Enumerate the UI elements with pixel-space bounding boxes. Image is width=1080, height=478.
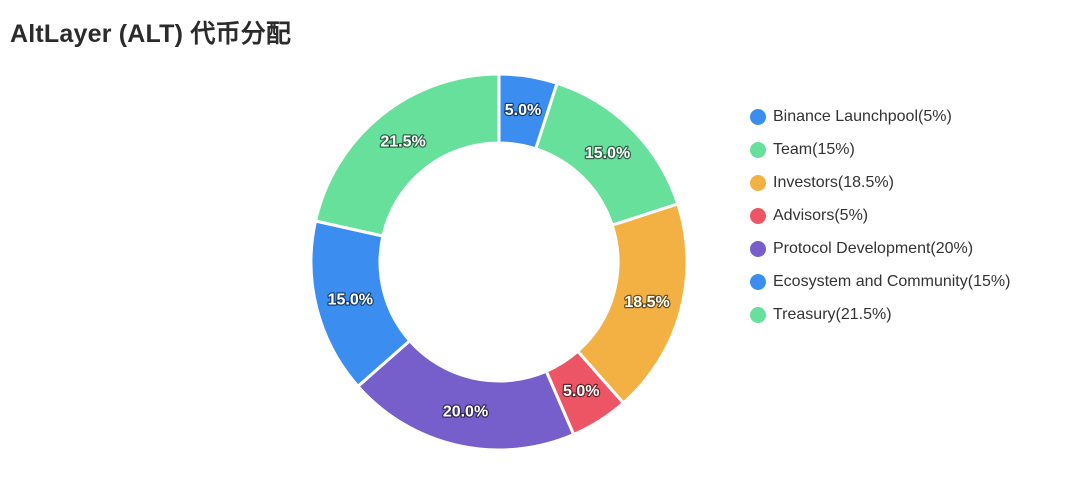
legend-item-1[interactable]: Binance Launchpool(5%) xyxy=(750,100,1010,133)
legend-swatch-6 xyxy=(750,273,766,290)
legend-label-4: Advisors(5%) xyxy=(773,206,869,224)
slice-data-label-1: 5.0% xyxy=(505,102,541,119)
legend-item-2[interactable]: Team(15%) xyxy=(750,133,1010,166)
donut-data-labels: 5.0% 15.0% 18.5% 5.0% 20.0% 15.0% 21.5% xyxy=(326,101,671,422)
chart-title: AltLayer (ALT) 代币分配 xyxy=(10,20,292,48)
legend-swatch-1 xyxy=(750,108,766,125)
legend-label-2: Team(15%) xyxy=(773,140,855,158)
legend-label-6: Ecosystem and Community(15%) xyxy=(773,272,1011,290)
legend-swatch-2 xyxy=(750,141,766,158)
legend-item-3[interactable]: Investors(18.5%) xyxy=(750,166,1010,199)
legend-swatch-7 xyxy=(750,306,766,323)
legend-label-1: Binance Launchpool(5%) xyxy=(773,107,952,125)
slice-data-label-6: 15.0% xyxy=(328,292,373,309)
slice-data-label-2: 15.0% xyxy=(585,145,630,162)
legend-label-3: Investors(18.5%) xyxy=(773,173,894,191)
slice-data-label-5: 20.0% xyxy=(443,403,488,420)
slice-data-label-3: 18.5% xyxy=(624,294,669,311)
legend-swatch-3 xyxy=(750,174,766,191)
legend-item-6[interactable]: Ecosystem and Community(15%) xyxy=(750,265,1010,298)
chart-legend: Binance Launchpool(5%) Team(15%) Investors… xyxy=(750,100,1010,331)
legend-item-7[interactable]: Treasury(21.5%) xyxy=(750,298,1010,331)
legend-swatch-5 xyxy=(750,240,766,257)
legend-item-4[interactable]: Advisors(5%) xyxy=(750,199,1010,232)
donut-slice-7[interactable] xyxy=(313,72,501,238)
legend-label-7: Treasury(21.5%) xyxy=(773,305,892,323)
slice-data-label-4: 5.0% xyxy=(563,383,599,400)
donut-slices xyxy=(309,72,689,452)
legend-label-5: Protocol Development(20%) xyxy=(773,239,974,257)
slice-data-label-7: 21.5% xyxy=(380,134,425,151)
legend-swatch-4 xyxy=(750,207,766,224)
legend-item-5[interactable]: Protocol Development(20%) xyxy=(750,232,1010,265)
